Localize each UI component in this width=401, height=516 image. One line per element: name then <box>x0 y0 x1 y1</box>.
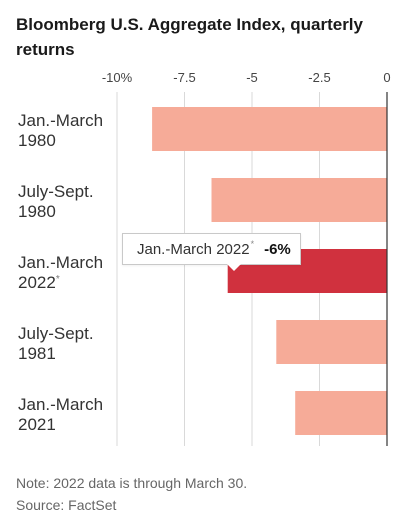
x-tick-label: -2.5 <box>308 70 330 85</box>
category-label: July-Sept. <box>18 182 94 201</box>
bar <box>211 178 387 222</box>
category-label: 1980 <box>18 202 56 221</box>
category-label: 1980 <box>18 131 56 150</box>
category-label: Jan.-March <box>18 253 103 272</box>
tooltip-arrow <box>225 262 243 271</box>
category-label: July-Sept. <box>18 324 94 343</box>
bar <box>152 107 387 151</box>
tooltip-label: Jan.-March 2022 <box>137 240 250 258</box>
source-text: Source: FactSet <box>16 497 117 513</box>
category-label: Jan.-March <box>18 395 103 414</box>
tooltip-value: -6% <box>264 240 291 258</box>
footnotes: Note: 2022 data is through March 30. Sou… <box>16 472 247 516</box>
x-tick-label: -10% <box>102 70 133 85</box>
bar <box>295 391 387 435</box>
tooltip: Jan.-March 2022 * -6% <box>122 233 301 265</box>
bar <box>276 320 387 364</box>
category-marker: * <box>56 274 60 285</box>
category-label: Jan.-March <box>18 111 103 130</box>
x-tick-label: -5 <box>246 70 258 85</box>
category-label: 1981 <box>18 344 56 363</box>
category-label: 2021 <box>18 415 56 434</box>
x-tick-label: -7.5 <box>173 70 195 85</box>
x-tick-label: 0 <box>383 70 390 85</box>
tooltip-marker: * <box>250 239 255 249</box>
category-label: 2022* <box>18 273 60 292</box>
chart-title: Bloomberg U.S. Aggregate Index, quarterl… <box>16 15 363 59</box>
note-text: Note: 2022 data is through March 30. <box>16 475 248 491</box>
